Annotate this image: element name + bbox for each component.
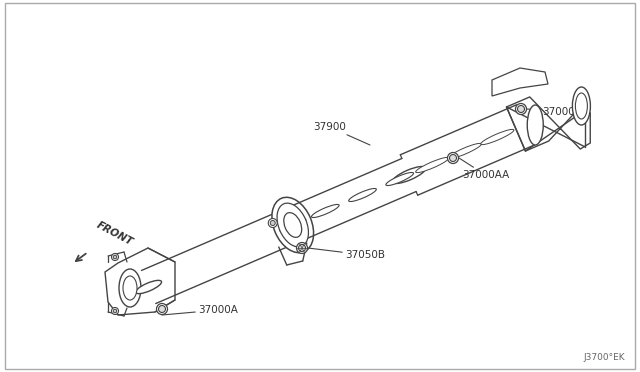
Ellipse shape bbox=[113, 309, 116, 313]
Text: J3700°EK: J3700°EK bbox=[584, 353, 625, 362]
Ellipse shape bbox=[518, 106, 525, 112]
Ellipse shape bbox=[447, 153, 458, 164]
Ellipse shape bbox=[298, 244, 305, 251]
Ellipse shape bbox=[270, 221, 275, 225]
Ellipse shape bbox=[277, 203, 308, 247]
Text: 37000B: 37000B bbox=[527, 107, 582, 117]
Ellipse shape bbox=[113, 255, 116, 259]
Ellipse shape bbox=[415, 157, 449, 173]
Ellipse shape bbox=[123, 276, 137, 300]
Ellipse shape bbox=[268, 218, 277, 228]
Text: FRONT: FRONT bbox=[95, 219, 135, 247]
Ellipse shape bbox=[119, 269, 141, 307]
Ellipse shape bbox=[111, 253, 118, 260]
Ellipse shape bbox=[136, 280, 161, 294]
Ellipse shape bbox=[111, 308, 118, 314]
Ellipse shape bbox=[572, 87, 590, 125]
Ellipse shape bbox=[448, 143, 481, 158]
Text: 37050B: 37050B bbox=[308, 248, 385, 260]
Ellipse shape bbox=[515, 103, 527, 115]
Text: 37000A: 37000A bbox=[162, 305, 238, 315]
Text: 37900: 37900 bbox=[313, 122, 370, 145]
Ellipse shape bbox=[481, 129, 514, 145]
Ellipse shape bbox=[449, 154, 456, 161]
Ellipse shape bbox=[296, 243, 307, 253]
Text: 37000AA: 37000AA bbox=[459, 158, 509, 180]
Ellipse shape bbox=[575, 93, 588, 119]
Ellipse shape bbox=[157, 304, 168, 314]
Ellipse shape bbox=[527, 105, 543, 145]
Ellipse shape bbox=[280, 218, 306, 232]
Ellipse shape bbox=[159, 305, 166, 312]
Ellipse shape bbox=[284, 213, 301, 237]
Ellipse shape bbox=[349, 189, 376, 202]
Polygon shape bbox=[492, 68, 548, 96]
Ellipse shape bbox=[272, 197, 314, 253]
Ellipse shape bbox=[386, 173, 413, 186]
Ellipse shape bbox=[312, 205, 339, 218]
Polygon shape bbox=[506, 97, 590, 151]
Polygon shape bbox=[105, 248, 175, 315]
Ellipse shape bbox=[392, 167, 426, 183]
